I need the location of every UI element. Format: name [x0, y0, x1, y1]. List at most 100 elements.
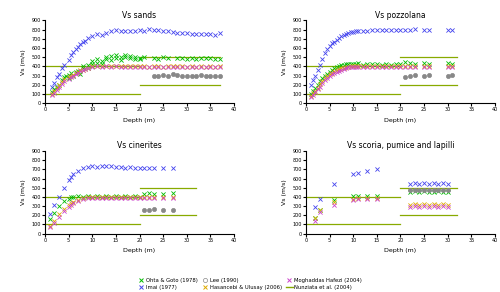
Point — [340, 62, 347, 67]
Point — [55, 215, 63, 220]
Point — [150, 73, 158, 78]
Point — [50, 90, 58, 95]
Point — [410, 27, 418, 31]
Point — [76, 42, 84, 47]
Point — [70, 194, 78, 199]
Point — [358, 29, 366, 34]
Point — [434, 189, 442, 194]
Point — [332, 68, 340, 72]
Point — [332, 69, 340, 74]
Point — [342, 32, 350, 36]
Point — [88, 64, 96, 69]
Point — [316, 197, 324, 201]
Point — [364, 61, 372, 66]
Point — [364, 28, 372, 33]
Point — [159, 72, 167, 77]
Point — [98, 195, 106, 200]
Point — [425, 204, 433, 209]
Point — [168, 65, 176, 70]
Point — [88, 194, 96, 199]
Point — [174, 64, 182, 69]
Point — [188, 74, 196, 79]
Point — [102, 195, 110, 200]
Point — [406, 202, 414, 207]
Point — [306, 93, 314, 98]
Point — [79, 66, 87, 70]
Point — [406, 64, 414, 69]
Point — [67, 201, 75, 206]
Point — [328, 68, 336, 72]
Point — [107, 58, 115, 62]
Point — [211, 65, 219, 69]
Point — [183, 65, 191, 69]
Point — [410, 187, 418, 192]
Point — [107, 29, 115, 34]
Point — [330, 203, 338, 208]
Point — [373, 196, 381, 201]
Point — [448, 73, 456, 78]
Point — [126, 195, 134, 200]
Point — [131, 64, 139, 69]
Point — [378, 62, 386, 67]
Point — [93, 63, 101, 68]
Point — [335, 68, 343, 73]
Point — [84, 36, 92, 40]
Point — [136, 195, 143, 199]
Point — [326, 69, 334, 74]
Point — [364, 64, 372, 69]
Point — [136, 57, 143, 61]
Point — [145, 191, 153, 196]
Point — [178, 73, 186, 78]
Point — [378, 28, 386, 32]
Point — [48, 84, 56, 89]
Point — [154, 28, 162, 32]
Point — [46, 217, 54, 221]
Point — [312, 218, 320, 223]
Point — [368, 65, 376, 69]
Point — [188, 56, 196, 60]
Title: Vs scoria, pumice and lapilli: Vs scoria, pumice and lapilli — [346, 141, 455, 150]
Y-axis label: Vs (m/s): Vs (m/s) — [21, 179, 26, 205]
Point — [131, 65, 139, 69]
Point — [425, 182, 433, 186]
Point — [79, 166, 87, 171]
Point — [50, 203, 58, 208]
Point — [60, 62, 68, 67]
Point — [416, 187, 424, 192]
Point — [168, 207, 176, 212]
Point — [434, 204, 442, 209]
Point — [406, 181, 414, 186]
Point — [401, 28, 409, 33]
Point — [314, 82, 322, 87]
Point — [112, 194, 120, 199]
Point — [159, 55, 167, 60]
Point — [116, 65, 124, 69]
Point — [58, 80, 66, 84]
Point — [430, 190, 438, 195]
Point — [168, 72, 176, 77]
Point — [102, 64, 110, 69]
Point — [64, 72, 72, 77]
Point — [312, 88, 320, 93]
Point — [88, 65, 96, 69]
Point — [318, 81, 326, 85]
Point — [140, 28, 148, 33]
Point — [373, 197, 381, 201]
Point — [60, 185, 68, 190]
Point — [112, 194, 120, 199]
Point — [136, 194, 143, 199]
Point — [79, 197, 87, 201]
Point — [406, 27, 414, 32]
Point — [174, 65, 182, 69]
Point — [364, 196, 372, 201]
Point — [364, 197, 372, 201]
Point — [197, 32, 205, 36]
Point — [332, 65, 340, 69]
Point — [340, 66, 347, 71]
Point — [102, 194, 110, 199]
Point — [88, 61, 96, 66]
Point — [358, 65, 366, 69]
Point — [330, 200, 338, 205]
Point — [309, 89, 317, 93]
Point — [122, 53, 130, 58]
